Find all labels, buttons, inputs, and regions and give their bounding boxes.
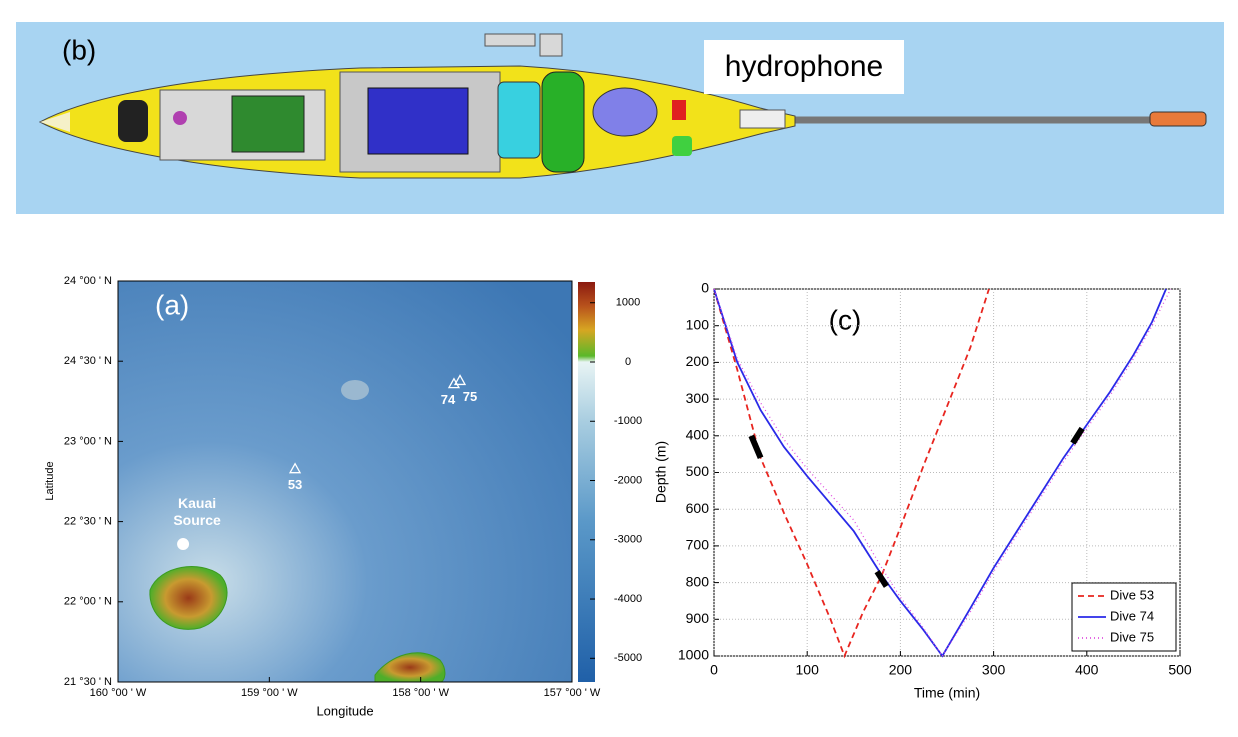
y-tick-label: 100 — [686, 316, 710, 332]
panel-label: (b) — [62, 34, 96, 65]
y-tick-label: 23 °00 ' N — [64, 435, 112, 447]
y-tick-label: 700 — [686, 537, 710, 553]
legend-label: Dive 53 — [1110, 587, 1154, 602]
x-tick-label: 300 — [982, 662, 1006, 678]
colorbar-tick-label: -4000 — [614, 593, 642, 605]
highlight-segment — [874, 569, 889, 588]
x-tick-label: 157 °00 ' W — [544, 687, 601, 699]
legend-label: Dive 75 — [1110, 629, 1154, 644]
panel-label: (a) — [155, 289, 189, 320]
y-tick-label: 22 °30 ' N — [64, 516, 112, 528]
series-line — [713, 288, 990, 659]
y-tick-label: 24 °00 ' N — [64, 275, 112, 287]
colorbar-tick-label: -2000 — [614, 474, 642, 486]
x-axis-label: Longitude — [316, 703, 373, 718]
colorbar-tick-label: -5000 — [614, 652, 642, 664]
x-tick-label: 158 °00 ' W — [392, 687, 449, 699]
series-line — [713, 288, 1172, 658]
y-tick-label: 900 — [686, 610, 710, 626]
source-label: Kauai Source — [173, 495, 221, 528]
x-tick-label: 200 — [889, 662, 913, 678]
y-tick-label: 300 — [686, 390, 710, 406]
y-tick-label: 600 — [686, 500, 710, 516]
station-marker — [288, 462, 302, 474]
x-tick-label: 400 — [1075, 662, 1099, 678]
x-tick-label: 0 — [710, 662, 718, 678]
x-tick-label: 100 — [796, 662, 820, 678]
y-tick-label: 400 — [686, 427, 710, 443]
callout-box — [704, 40, 904, 94]
y-axis-label: Latitude — [44, 461, 56, 500]
glider-drawing — [38, 33, 1207, 179]
station-label: 75 — [463, 389, 477, 404]
y-tick-label: 24 °30 ' N — [64, 355, 112, 367]
series-line — [713, 288, 1167, 658]
y-tick-label: 1000 — [678, 647, 709, 663]
callout: hydrophone — [725, 50, 883, 83]
x-tick-label: 500 — [1168, 662, 1192, 678]
highlight-segment — [748, 434, 764, 459]
station-label: 53 — [288, 477, 302, 492]
y-tick-label: 22 °00 ' N — [64, 596, 112, 608]
highlight-segment — [1070, 426, 1085, 445]
y-tick-label: 800 — [686, 573, 710, 589]
y-tick-label: 200 — [686, 353, 710, 369]
x-tick-label: 159 °00 ' W — [241, 687, 298, 699]
y-tick-label: 0 — [701, 280, 709, 296]
chart-title: (c) — [829, 304, 862, 335]
station-label: 74 — [441, 392, 456, 407]
y-tick-label: 500 — [686, 463, 710, 479]
colorbar-tick-label: 1000 — [616, 297, 640, 309]
map-frame — [117, 280, 573, 683]
source-marker — [177, 538, 190, 551]
seamount — [341, 380, 369, 400]
island-kauai — [149, 566, 228, 630]
colorbar-tick-label: -1000 — [614, 415, 642, 427]
x-tick-label: 160 °00 ' W — [90, 687, 147, 699]
colorbar — [578, 282, 595, 682]
y-axis-label: Depth (m) — [653, 441, 669, 503]
island-oahu — [374, 652, 446, 683]
x-axis-label: Time (min) — [914, 685, 980, 701]
y-tick-label: 21 °30 ' N — [64, 676, 112, 688]
colorbar-tick-label: -3000 — [614, 534, 642, 546]
station-marker — [453, 374, 467, 386]
colorbar-tick-label: 0 — [625, 356, 631, 368]
legend-label: Dive 74 — [1110, 608, 1154, 623]
